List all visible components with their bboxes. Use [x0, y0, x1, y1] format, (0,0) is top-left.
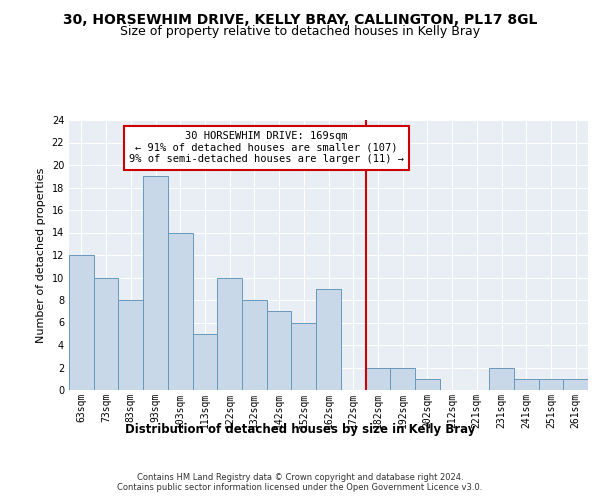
Bar: [193, 334, 217, 390]
Bar: [168, 232, 193, 390]
Text: 30 HORSEWHIM DRIVE: 169sqm
← 91% of detached houses are smaller (107)
9% of semi: 30 HORSEWHIM DRIVE: 169sqm ← 91% of deta…: [129, 131, 404, 164]
Bar: [94, 278, 118, 390]
Bar: [415, 379, 440, 390]
Text: Size of property relative to detached houses in Kelly Bray: Size of property relative to detached ho…: [120, 25, 480, 38]
Bar: [217, 278, 242, 390]
Bar: [267, 311, 292, 390]
Bar: [489, 368, 514, 390]
Bar: [143, 176, 168, 390]
Y-axis label: Number of detached properties: Number of detached properties: [36, 168, 46, 342]
Text: Distribution of detached houses by size in Kelly Bray: Distribution of detached houses by size …: [125, 422, 475, 436]
Bar: [563, 379, 588, 390]
Bar: [514, 379, 539, 390]
Bar: [242, 300, 267, 390]
Bar: [365, 368, 390, 390]
Text: 30, HORSEWHIM DRIVE, KELLY BRAY, CALLINGTON, PL17 8GL: 30, HORSEWHIM DRIVE, KELLY BRAY, CALLING…: [63, 12, 537, 26]
Text: Contains HM Land Registry data © Crown copyright and database right 2024.
Contai: Contains HM Land Registry data © Crown c…: [118, 472, 482, 492]
Bar: [292, 322, 316, 390]
Bar: [69, 255, 94, 390]
Bar: [316, 289, 341, 390]
Bar: [539, 379, 563, 390]
Bar: [118, 300, 143, 390]
Bar: [390, 368, 415, 390]
